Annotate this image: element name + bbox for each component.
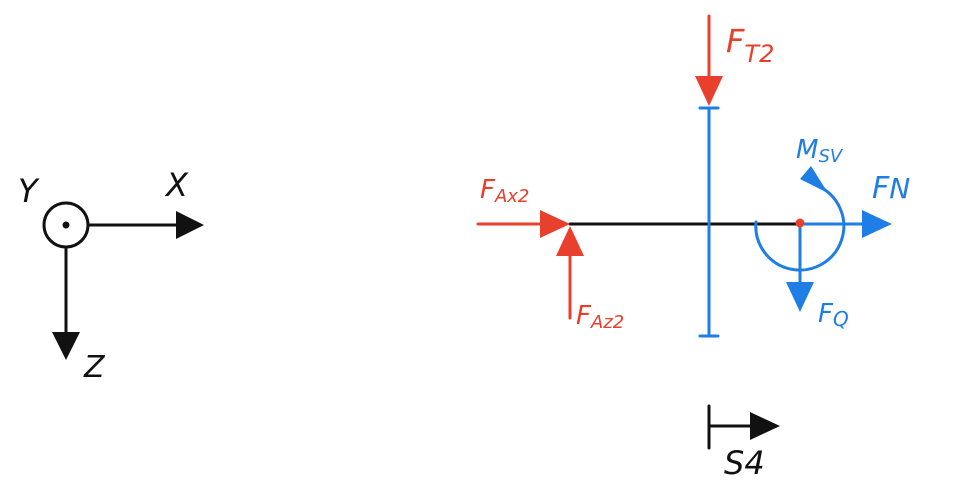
force-fax2: FAx2 — [476, 175, 570, 238]
force-fax2-arrowhead — [540, 210, 570, 238]
force-fq: FQ — [786, 222, 849, 331]
force-fq-label-sub: Q — [833, 307, 849, 331]
y-axis-label: Y — [18, 172, 40, 210]
moment-msv-arc — [754, 184, 846, 272]
x-axis-arrowhead — [176, 211, 204, 239]
force-faz2-arrowhead — [556, 226, 584, 256]
point-of-application — [795, 218, 805, 228]
moment-msv-label: MSV — [796, 135, 844, 167]
vertical-member — [698, 106, 720, 338]
force-fn-label-main: F — [872, 171, 890, 206]
section-cut-label: S4 — [724, 444, 765, 482]
moment-msv-label-main: M — [796, 135, 818, 165]
force-fn: FN — [798, 171, 910, 238]
coordinate-system: Y X Z — [18, 166, 204, 385]
moment-msv-arrowhead — [800, 166, 828, 193]
section-cut-s4: S4 — [707, 404, 780, 482]
force-fn-label-sub: N — [889, 172, 910, 205]
z-axis-label: Z — [83, 350, 106, 385]
force-faz2-label-sub: Az2 — [590, 312, 624, 333]
force-fq-label-main: F — [818, 299, 834, 329]
section-cut-arrowhead — [750, 412, 780, 440]
x-axis-label: X — [164, 166, 189, 204]
force-fax2-label-sub: Ax2 — [494, 186, 529, 207]
moment-msv: MSV — [754, 135, 846, 272]
force-fn-arrowhead — [862, 210, 892, 238]
force-faz2: FAz2 — [556, 226, 624, 333]
force-fq-label: FQ — [818, 299, 849, 331]
moment-msv-label-sub: SV — [818, 146, 843, 167]
force-ft2-arrowhead — [695, 76, 723, 106]
y-axis-dot — [62, 221, 70, 229]
force-ft2: FT2 — [695, 14, 774, 106]
force-ft2-label: FT2 — [726, 22, 774, 68]
force-faz2-label-main: F — [576, 301, 592, 331]
force-fax2-label-main: F — [480, 175, 496, 205]
force-fax2-label: FAx2 — [480, 175, 529, 207]
force-fq-arrowhead — [786, 282, 814, 312]
force-fn-label: FN — [872, 171, 910, 206]
force-faz2-label: FAz2 — [576, 301, 624, 333]
force-ft2-label-sub: T2 — [744, 40, 774, 68]
z-axis-arrowhead — [52, 332, 80, 360]
force-ft2-label-main: F — [726, 22, 745, 60]
